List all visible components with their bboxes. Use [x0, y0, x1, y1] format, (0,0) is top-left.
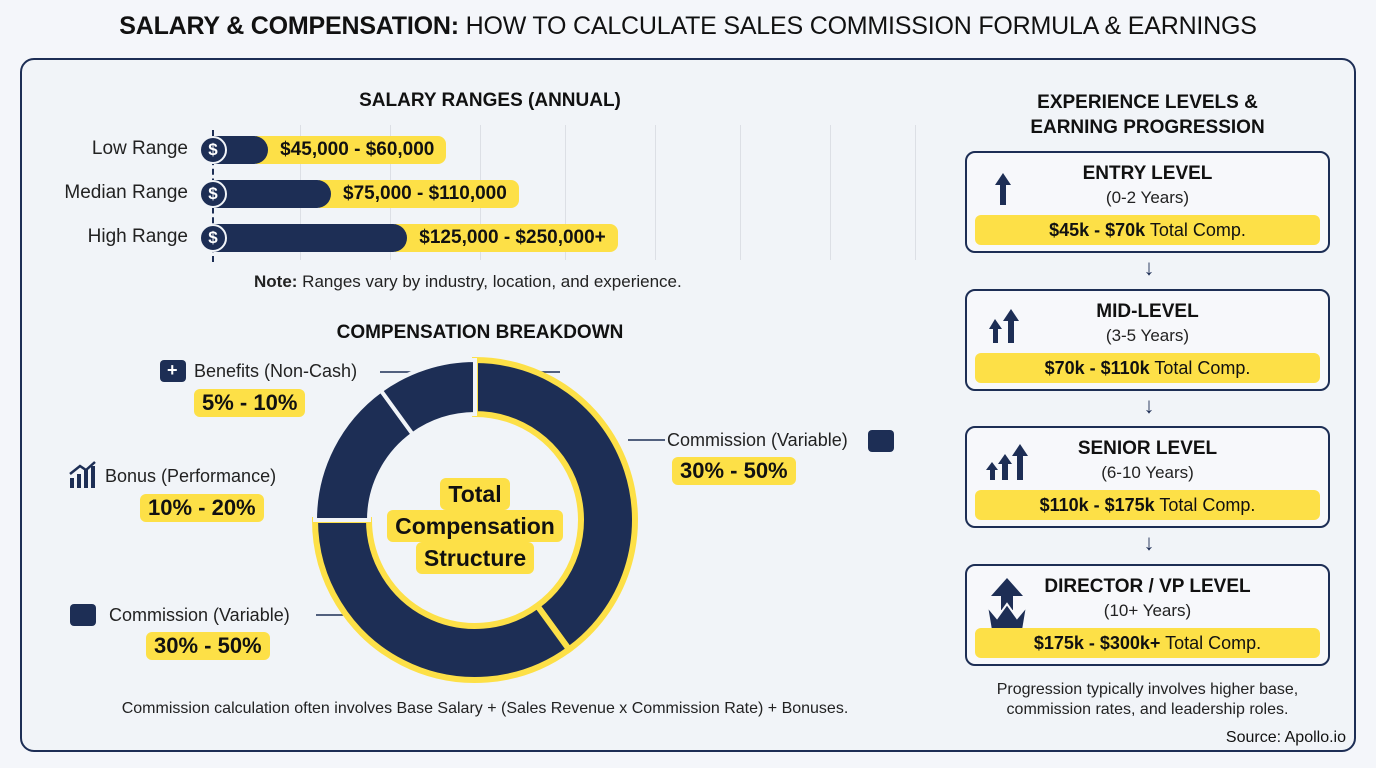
- comp-range-bar: $45k - $70k Total Comp.: [975, 215, 1320, 245]
- center-line-3: Structure: [415, 542, 535, 574]
- donut-slice: [472, 356, 638, 654]
- medical-kit-icon: +: [160, 360, 186, 382]
- comp-range-bar: $110k - $175k Total Comp.: [975, 490, 1320, 520]
- center-line-2: Compensation: [387, 510, 563, 542]
- donut-slice: [378, 357, 477, 438]
- level-title: MID-LEVEL: [1096, 300, 1199, 322]
- level-years: (0-2 Years): [1105, 188, 1190, 207]
- dollar-icon: $: [199, 136, 227, 164]
- benefits-label: Benefits (Non-Cash): [194, 361, 358, 381]
- breakdown-heading: COMPENSATION BREAKDOWN: [336, 322, 624, 343]
- dollar-icon: $: [199, 224, 227, 252]
- dollar-icon: $: [199, 180, 227, 208]
- salary-note: Note: Ranges vary by industry, location,…: [254, 272, 682, 291]
- level-years: (6-10 Years): [1101, 463, 1194, 482]
- level-title: DIRECTOR / VP LEVEL: [1044, 575, 1251, 597]
- gridline: [830, 125, 831, 260]
- briefcase-icon: [70, 604, 96, 626]
- three-arrows-up-icon: [986, 444, 1028, 480]
- arrow-down-icon: ↓: [1143, 392, 1155, 418]
- level-years: (10+ Years): [1103, 600, 1192, 620]
- comp-range-bar: $70k - $110k Total Comp.: [975, 352, 1320, 383]
- level-title: SENIOR LEVEL: [1077, 438, 1218, 459]
- experience-card: $70k - $110k Total Comp. MID-LEVEL (3-5 …: [965, 288, 1330, 391]
- page-title: SALARY & COMPENSATION: HOW TO CALCULATE …: [0, 12, 1376, 41]
- source-credit: Source: Apollo.io: [1225, 729, 1346, 746]
- arrow-down-icon: ↓: [1143, 530, 1155, 555]
- experience-footer: Progression typically involves higher ba…: [996, 681, 1299, 718]
- donut-slice: [311, 517, 574, 683]
- arrow-down-icon: ↓: [1143, 255, 1155, 280]
- title-bold: SALARY & COMPENSATION:: [119, 12, 459, 40]
- bar-category-label: High Range: [87, 226, 188, 247]
- bar-category-label: Low Range: [91, 138, 188, 159]
- commission-right-label: Commission (Variable): [667, 430, 848, 450]
- breakdown-footer: Commission calculation often involves Ba…: [121, 700, 849, 717]
- level-title: ENTRY LEVEL: [1082, 163, 1213, 184]
- salary-heading: SALARY RANGES (ANNUAL): [359, 90, 621, 111]
- center-line-1: Total: [440, 478, 510, 510]
- bonus-label: Bonus (Performance): [105, 466, 277, 486]
- bonus-range: 10% - 20%: [140, 494, 264, 522]
- gridline: [565, 125, 566, 260]
- gridline: [915, 125, 916, 260]
- comp-range-bar: $175k - $300k+ Total Comp.: [975, 627, 1320, 658]
- commission-right-range: 30% - 50%: [672, 457, 796, 485]
- gridline: [740, 125, 741, 260]
- experience-card: $175k - $300k+ Total Comp. DIRECTOR / VP…: [965, 563, 1330, 666]
- gridline: [655, 125, 656, 260]
- experience-card: $45k - $70k Total Comp. ENTRY LEVEL (0-2…: [965, 151, 1330, 253]
- salary-bar: [212, 224, 408, 252]
- salary-range-label: $75,000 - $110,000: [319, 180, 519, 208]
- experience-card: $110k - $175k Total Comp. SENIOR LEVEL (…: [965, 426, 1330, 528]
- benefits-range: 5% - 10%: [194, 389, 306, 417]
- donut-center-label: Total Compensation Structure: [375, 478, 575, 574]
- commission-left-range: 30% - 50%: [146, 632, 270, 660]
- experience-heading: EXPERIENCE LEVELS & EARNING PROGRESSION: [1030, 92, 1265, 138]
- title-rest: HOW TO CALCULATE SALES COMMISSION FORMUL…: [458, 12, 1257, 40]
- commission-left-label: Commission (Variable): [109, 605, 290, 625]
- salary-bar: [212, 180, 332, 208]
- arrow-up-icon: [995, 173, 1011, 205]
- salary-range-label: $125,000 - $250,000+: [395, 224, 618, 252]
- two-arrows-up-icon: [989, 308, 1019, 343]
- level-years: (3-5 Years): [1105, 325, 1190, 345]
- bar-category-label: Median Range: [64, 182, 188, 203]
- salary-range-label: $45,000 - $60,000: [256, 136, 447, 164]
- bar-chart-growth-icon: [69, 461, 96, 488]
- briefcase-icon: [868, 430, 894, 452]
